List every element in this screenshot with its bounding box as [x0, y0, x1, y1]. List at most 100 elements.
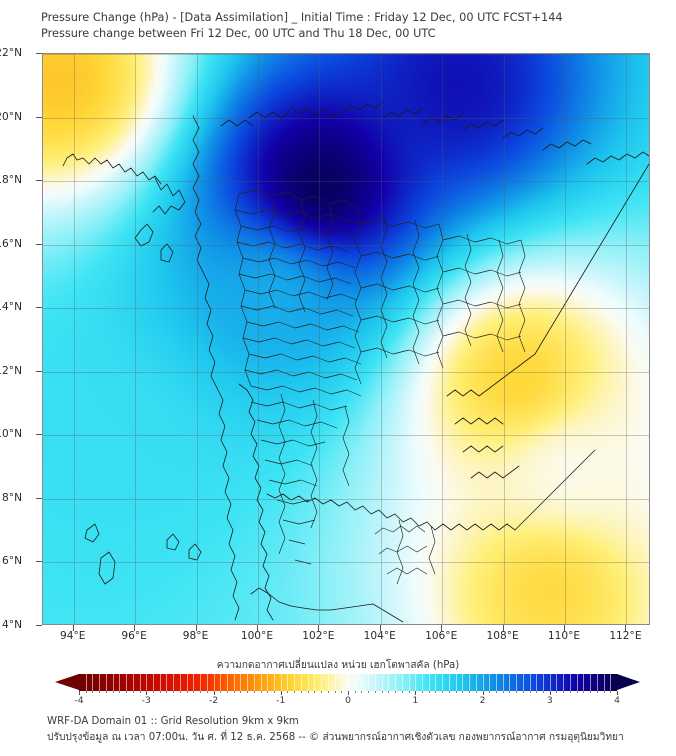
longitude-tick-label: 104°E	[363, 630, 396, 642]
colorbar-separator	[247, 674, 249, 691]
colorbar-separator	[126, 674, 128, 691]
pressure-change-field	[43, 54, 649, 624]
longitude-tick-mark	[256, 625, 258, 631]
colorbar-minor-tick	[300, 691, 302, 693]
colorbar-separator	[253, 674, 255, 691]
longitude-tick-mark	[379, 625, 381, 631]
colorbar-separator	[482, 674, 484, 691]
colorbar-minor-tick	[603, 691, 605, 693]
colorbar-minor-tick	[522, 691, 524, 693]
colorbar-major-tick	[348, 691, 349, 695]
colorbar-separator	[583, 674, 585, 691]
colorbar-separator	[99, 674, 101, 691]
colorbar-minor-tick	[368, 691, 370, 693]
colorbar-tick-label: 4	[614, 695, 620, 706]
colorbar-separator	[462, 674, 464, 691]
colorbar-separator	[590, 674, 592, 691]
colorbar-separator	[334, 674, 336, 691]
colorbar-extend-max-arrow	[617, 674, 640, 690]
latitude-tick-label: 20°N	[0, 110, 22, 123]
colorbar-minor-tick	[327, 691, 329, 693]
colorbar-minor-tick	[321, 691, 323, 693]
longitude-tick-label: 106°E	[425, 630, 458, 642]
colorbar-separator	[536, 674, 538, 691]
colorbar-separator	[603, 674, 605, 691]
colorbar-minor-tick	[92, 691, 94, 693]
colorbar-minor-tick	[179, 691, 181, 693]
footer-domain-info: WRF-DA Domain 01 :: Grid Resolution 9km …	[47, 716, 299, 727]
colorbar-separator	[327, 674, 329, 691]
page-title: Pressure Change (hPa) - [Data Assimilati…	[41, 11, 563, 24]
map-plot-area[interactable]	[42, 53, 650, 625]
longitude-tick-mark	[564, 625, 566, 631]
latitude-tick-label: 12°N	[0, 364, 22, 377]
colorbar-separator	[395, 674, 397, 691]
colorbar-minor-tick	[99, 691, 101, 693]
colorbar-separator	[388, 674, 390, 691]
colorbar-separator	[274, 674, 276, 691]
colorbar-minor-tick	[105, 691, 107, 693]
colorbar-separator	[502, 674, 504, 691]
latitude-tick-mark	[36, 434, 42, 436]
colorbar-minor-tick	[119, 691, 121, 693]
longitude-tick-label: 110°E	[547, 630, 581, 642]
colorbar-major-tick	[482, 691, 484, 695]
colorbar-separator	[549, 674, 551, 691]
colorbar-tick-label: 2	[479, 695, 486, 706]
colorbar-minor-tick	[361, 691, 363, 693]
colorbar-separator	[596, 674, 598, 691]
colorbar-separator	[240, 674, 242, 691]
colorbar-minor-tick	[314, 691, 316, 693]
colorbar-minor-tick	[428, 691, 430, 693]
colorbar-separator	[119, 674, 121, 691]
colorbar[interactable]	[55, 674, 640, 692]
gridline-latitude	[43, 181, 649, 183]
latitude-tick-mark	[36, 53, 42, 54]
colorbar-separator	[112, 674, 114, 691]
colorbar-separator	[200, 674, 202, 691]
gridline-longitude	[257, 54, 259, 624]
gridline-longitude	[380, 54, 382, 624]
gridline-longitude	[319, 54, 321, 624]
colorbar-separator	[381, 674, 383, 691]
colorbar-minor-tick	[408, 691, 410, 693]
colorbar-caption: ความกดอากาศเปลี่ยนแปลง หน่วย เฮกโตพาสคัล…	[216, 660, 460, 671]
colorbar-minor-tick	[502, 691, 504, 693]
page-subtitle: Pressure change between Fri 12 Dec, 00 U…	[41, 27, 436, 40]
longitude-tick-label: 108°E	[486, 630, 519, 642]
latitude-tick-label: 14°N	[0, 301, 22, 314]
longitude-tick-mark	[72, 625, 74, 631]
colorbar-separator	[408, 674, 410, 691]
colorbar-minor-tick	[543, 691, 545, 693]
pressure-field-canvas	[43, 54, 649, 624]
colorbar-minor-tick	[139, 691, 141, 693]
colorbar-minor-tick	[469, 691, 471, 693]
colorbar-minor-tick	[475, 691, 477, 693]
colorbar-tick-label: -2	[208, 695, 219, 706]
gridline-longitude	[442, 54, 444, 624]
latitude-tick-label: 4°N	[2, 619, 22, 631]
latitude-tick-mark	[36, 561, 42, 563]
latitude-tick-label: 10°N	[0, 428, 22, 441]
colorbar-minor-tick	[233, 691, 235, 693]
colorbar-minor-tick	[260, 691, 262, 693]
gridline-latitude	[43, 244, 649, 246]
latitude-tick-mark	[36, 180, 42, 182]
colorbar-separator	[448, 674, 450, 691]
colorbar-minor-tick	[354, 691, 356, 693]
latitude-tick-label: 6°N	[2, 555, 22, 568]
colorbar-separator	[287, 674, 289, 691]
colorbar-separator	[213, 674, 215, 691]
title-block: Pressure Change (hPa) - [Data Assimilati…	[41, 10, 661, 42]
colorbar-separator	[226, 674, 228, 691]
gridline-latitude	[43, 117, 649, 119]
colorbar-minor-tick	[341, 691, 343, 693]
colorbar-minor-tick	[85, 691, 87, 693]
longitude-tick-label: 102°E	[302, 630, 335, 642]
colorbar-minor-tick	[226, 691, 228, 693]
colorbar-separator	[529, 674, 531, 691]
colorbar-tick-label: -3	[141, 695, 151, 706]
gridline-latitude	[43, 54, 649, 55]
colorbar-tick-label: 3	[546, 695, 553, 706]
colorbar-separator	[475, 674, 477, 691]
